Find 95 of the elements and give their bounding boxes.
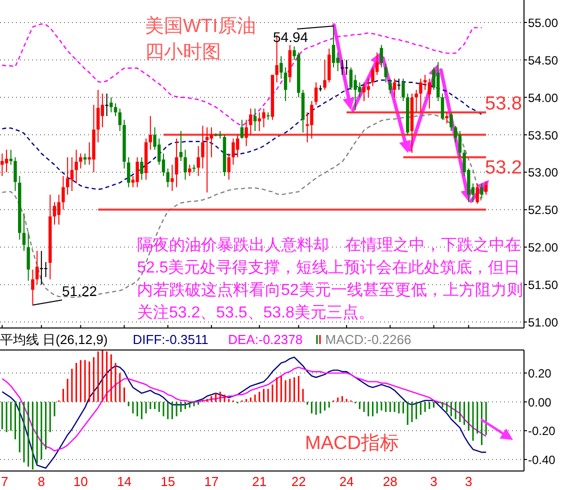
series-label: 53.2 bbox=[485, 157, 522, 178]
candlestick bbox=[44, 262, 48, 278]
line-series bbox=[2, 366, 487, 452]
candlestick bbox=[249, 108, 252, 136]
candlestick bbox=[74, 149, 78, 184]
series-label: DIFF:-0.3511 bbox=[132, 332, 208, 347]
candlestick bbox=[244, 119, 248, 147]
candlestick bbox=[110, 96, 113, 113]
candlestick bbox=[31, 269, 34, 306]
candlestick bbox=[340, 59, 344, 76]
candlestick bbox=[96, 89, 100, 143]
y-tick-label: -0.40 bbox=[528, 452, 556, 467]
candlestick bbox=[118, 108, 122, 132]
candlestick bbox=[57, 194, 60, 226]
annotation: 隔夜的油价暴跌出人意料却 在情理之中，下跌之中在52.5美元处寻得支撑，短线上预计会在此处筑底，但日内若跌破这点料看向52美元一线甚至更低，上方阻力则关注53.2、53.5、53.8美元三点。 bbox=[137, 236, 523, 322]
candlestick bbox=[205, 126, 209, 193]
candlestick bbox=[166, 168, 170, 188]
candlestick bbox=[66, 156, 70, 196]
candlestick bbox=[196, 146, 200, 176]
candlestick bbox=[52, 202, 56, 226]
candlestick bbox=[136, 156, 139, 188]
y-tick-label: 51.50 bbox=[528, 278, 558, 292]
y-tick-label: 51.00 bbox=[528, 316, 558, 330]
chart-title: 平均线 日(26,12,9) bbox=[0, 332, 108, 347]
candlestick bbox=[284, 66, 288, 102]
candlestick bbox=[0, 153, 4, 176]
y-tick-label: 0.00 bbox=[528, 395, 552, 410]
candlestick bbox=[22, 212, 26, 252]
y-tick-label: 53.50 bbox=[528, 128, 558, 142]
candlestick bbox=[323, 59, 326, 90]
x-tick-label: 28 bbox=[382, 474, 398, 489]
y-tick-label: 54.00 bbox=[528, 90, 558, 105]
candlestick bbox=[174, 138, 178, 188]
candlestick bbox=[79, 153, 82, 169]
x-tick-label: 24 bbox=[339, 474, 354, 489]
candlestick bbox=[344, 59, 348, 76]
x-tick-label: 21 bbox=[252, 474, 267, 489]
y-tick-label: 52.00 bbox=[528, 240, 558, 255]
candlestick bbox=[476, 182, 479, 204]
x-tick-label: 3 bbox=[465, 474, 472, 489]
candlestick bbox=[480, 182, 484, 199]
candlestick bbox=[140, 156, 144, 180]
candlestick bbox=[201, 125, 204, 169]
candlestick bbox=[332, 26, 336, 68]
candlestick bbox=[40, 250, 44, 286]
candlestick bbox=[280, 56, 283, 80]
candlestick bbox=[100, 93, 104, 128]
candlestick bbox=[314, 82, 318, 106]
annotation: 51.22 bbox=[62, 283, 98, 299]
candlestick bbox=[70, 156, 74, 192]
candlestick bbox=[114, 102, 118, 117]
candlestick bbox=[484, 180, 488, 196]
candlestick bbox=[105, 93, 108, 117]
candlestick bbox=[366, 78, 370, 98]
y-tick-label: -0.20 bbox=[528, 424, 556, 438]
y-tick-label: 52.50 bbox=[528, 203, 558, 218]
annotation: 54.94 bbox=[273, 29, 308, 45]
candlestick bbox=[362, 82, 366, 102]
x-tick-label: 7 bbox=[1, 474, 8, 489]
candlestick bbox=[127, 156, 130, 188]
candlestick bbox=[240, 119, 244, 140]
candlestick bbox=[62, 175, 65, 210]
candlestick bbox=[26, 232, 30, 282]
x-tick-label: 8 bbox=[38, 474, 46, 489]
line-series bbox=[2, 356, 487, 469]
candlestick bbox=[227, 153, 230, 180]
candlestick bbox=[236, 134, 240, 158]
candlestick bbox=[148, 116, 152, 150]
candlestick bbox=[184, 149, 187, 180]
y-tick-label: 0.20 bbox=[528, 366, 552, 381]
series-label: 53.8 bbox=[485, 93, 522, 114]
candlestick bbox=[232, 138, 235, 166]
candlestick bbox=[4, 149, 8, 173]
candlestick bbox=[262, 108, 266, 128]
candlestick bbox=[179, 130, 183, 162]
x-tick-label: 10 bbox=[73, 474, 88, 489]
candlestick bbox=[170, 164, 174, 192]
candlestick bbox=[35, 250, 39, 286]
candlestick bbox=[258, 112, 261, 132]
y-tick-label: 53.00 bbox=[528, 166, 558, 180]
candlestick bbox=[14, 156, 17, 192]
x-tick-label: 3 bbox=[430, 474, 438, 489]
y-tick-label: 55.00 bbox=[528, 16, 558, 30]
x-tick-label: 22 bbox=[291, 474, 306, 489]
series-label: DEA:-0.2378 bbox=[228, 332, 303, 347]
x-tick-label: 15 bbox=[160, 474, 176, 489]
annotation: MACD指标 bbox=[305, 433, 399, 454]
text: 四小时图 bbox=[145, 42, 221, 63]
x-tick-label: 14 bbox=[117, 474, 132, 489]
candlestick bbox=[253, 108, 257, 132]
legend-label: MACD:-0.2266 bbox=[325, 332, 412, 347]
y-tick-label: 54.50 bbox=[528, 53, 558, 68]
text: 美国WTI原油 bbox=[145, 15, 256, 37]
x-tick-label: 17 bbox=[204, 474, 219, 489]
candlestick bbox=[349, 66, 353, 90]
